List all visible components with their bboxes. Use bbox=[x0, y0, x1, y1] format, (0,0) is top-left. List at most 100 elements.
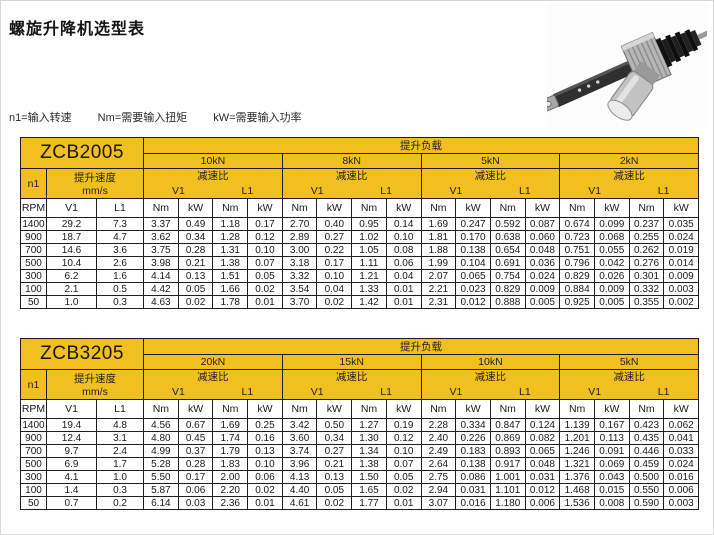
data-cell: 0.262 bbox=[628, 243, 665, 257]
screw-hole bbox=[577, 88, 582, 92]
ratio-v1-label: V1 bbox=[588, 185, 602, 197]
data-cell: 0.459 bbox=[628, 457, 665, 471]
ratio-header: 减速比 V1 L1 bbox=[559, 168, 700, 199]
table-row: 500 6.9 1.7 5.28 0.28 1.83 0.10 3.96 0.21 1.38 0.0… bbox=[20, 457, 700, 471]
data-cell: 3.42 bbox=[281, 418, 318, 432]
selection-table-zcb2005: ZCB2005 提升负载 10kN 8kN 5kN 2kN n1 提升速度 mm/s 减速比 V1 L… bbox=[19, 137, 700, 309]
data-cell: 0.255 bbox=[628, 230, 665, 244]
load-col-header: 2kN bbox=[559, 153, 700, 169]
kw-col-header: kW bbox=[316, 198, 353, 218]
data-cell: 0.003 bbox=[663, 282, 700, 296]
data-cell: 0.888 bbox=[489, 295, 526, 309]
data-cell: 0.12 bbox=[247, 230, 283, 244]
data-cell: 0.21 bbox=[316, 457, 353, 471]
ratio-v1-label: V1 bbox=[172, 386, 185, 398]
data-cell: 2.21 bbox=[420, 282, 457, 296]
data-cell: 3.70 bbox=[281, 295, 318, 309]
data-cell: 2.36 bbox=[212, 496, 249, 510]
data-cell: 0.06 bbox=[247, 470, 283, 484]
data-cell: 1.18 bbox=[212, 217, 249, 231]
kw-col-header: kW bbox=[593, 198, 630, 218]
data-cell: 0.12 bbox=[385, 431, 422, 445]
data-cell: 0.055 bbox=[593, 243, 630, 257]
data-cell: 0.02 bbox=[316, 496, 353, 510]
data-cell: 2.28 bbox=[420, 418, 457, 432]
data-cell: 0.183 bbox=[455, 444, 491, 458]
data-cell: 0.95 bbox=[351, 217, 387, 231]
data-cell: 0.10 bbox=[385, 444, 422, 458]
table-row: 700 9.7 2.4 4.99 0.37 1.79 0.13 3.74 0.27 1.34 0.1… bbox=[20, 444, 700, 458]
ratio-header: 减速比 V1 L1 bbox=[281, 168, 422, 199]
data-cell: 0.002 bbox=[663, 295, 700, 309]
data-cell: 0.17 bbox=[177, 470, 214, 484]
nm-col-header: Nm bbox=[489, 399, 526, 419]
data-cell: 0.05 bbox=[177, 282, 214, 296]
rpm-col-header: RPM bbox=[20, 198, 47, 218]
data-cell: 0.02 bbox=[177, 295, 214, 309]
data-cell: 0.02 bbox=[385, 483, 422, 497]
nm-col-header: Nm bbox=[143, 399, 179, 419]
legend-line: n1=输入转速 Nm=需要输入扭矩 kW=需要输入功率 bbox=[9, 109, 328, 125]
data-cell: 0.550 bbox=[628, 483, 665, 497]
kw-col-header: kW bbox=[663, 198, 700, 218]
l1-speed-cell: 4.8 bbox=[95, 418, 145, 432]
data-cell: 1.79 bbox=[212, 444, 249, 458]
data-cell: 0.041 bbox=[663, 431, 700, 445]
data-cell: 1.31 bbox=[212, 243, 249, 257]
data-cell: 0.087 bbox=[524, 217, 561, 231]
rpm-cell: 50 bbox=[20, 496, 47, 510]
ratio-l1-label: L1 bbox=[380, 386, 392, 398]
data-cell: 0.014 bbox=[663, 256, 700, 270]
nm-col-header: Nm bbox=[489, 198, 526, 218]
data-cell: 1.88 bbox=[420, 243, 457, 257]
data-cell: 4.99 bbox=[143, 444, 179, 458]
ratio-label: 减速比 bbox=[197, 170, 229, 182]
nm-col-header: Nm bbox=[628, 399, 665, 419]
load-col-header: 20kN bbox=[143, 354, 283, 370]
data-cell: 0.138 bbox=[455, 243, 491, 257]
kw-col-header: kW bbox=[455, 198, 491, 218]
v1-speed-cell: 29.2 bbox=[46, 217, 97, 231]
nm-col-header: Nm bbox=[559, 399, 595, 419]
data-cell: 2.64 bbox=[420, 457, 457, 471]
data-cell: 0.033 bbox=[663, 444, 700, 458]
v1-speed-cell: 18.7 bbox=[46, 230, 97, 244]
ratio-label: 减速比 bbox=[197, 371, 229, 383]
data-cell: 1.99 bbox=[420, 256, 457, 270]
kw-col-header: kW bbox=[593, 399, 630, 419]
rpm-cell: 100 bbox=[20, 282, 47, 296]
data-cell: 1.77 bbox=[351, 496, 387, 510]
data-cell: 0.49 bbox=[177, 217, 214, 231]
data-cell: 0.009 bbox=[524, 282, 561, 296]
data-cell: 0.048 bbox=[524, 457, 561, 471]
data-cell: 0.34 bbox=[316, 431, 353, 445]
v1-speed-cell: 19.4 bbox=[46, 418, 97, 432]
data-cell: 1.27 bbox=[351, 418, 387, 432]
data-cell: 4.42 bbox=[143, 282, 179, 296]
data-cell: 1.536 bbox=[559, 496, 595, 510]
table-row: 900 12.4 3.1 4.80 0.45 1.74 0.16 3.60 0.34 1.30 0.… bbox=[20, 431, 700, 445]
rpm-cell: 300 bbox=[20, 470, 47, 484]
data-cell: 0.592 bbox=[489, 217, 526, 231]
data-cell: 1.65 bbox=[351, 483, 387, 497]
screw-jack-illustration bbox=[540, 3, 713, 129]
data-cell: 0.07 bbox=[247, 256, 283, 270]
v1-speed-cell: 9.7 bbox=[46, 444, 97, 458]
nm-col-header: Nm bbox=[281, 399, 318, 419]
speed-header: 提升速度 mm/s bbox=[45, 168, 145, 199]
model-label: ZCB3205 bbox=[19, 338, 145, 370]
n1-header: n1 bbox=[20, 168, 47, 199]
data-cell: 0.009 bbox=[663, 269, 700, 283]
kw-col-header: kW bbox=[663, 399, 700, 419]
data-cell: 0.05 bbox=[247, 269, 283, 283]
data-cell: 4.13 bbox=[281, 470, 318, 484]
table-row: 50 0.7 0.2 6.14 0.03 2.36 0.01 4.61 0.02 1.77 0.01… bbox=[20, 496, 700, 510]
kw-col-header: kW bbox=[247, 198, 283, 218]
data-cell: 3.60 bbox=[281, 431, 318, 445]
data-cell: 2.40 bbox=[420, 431, 457, 445]
data-cell: 1.001 bbox=[489, 470, 526, 484]
data-cell: 0.13 bbox=[177, 269, 214, 283]
l1-speed-cell: 4.7 bbox=[95, 230, 145, 244]
data-cell: 0.006 bbox=[524, 496, 561, 510]
kw-col-header: kW bbox=[524, 399, 561, 419]
